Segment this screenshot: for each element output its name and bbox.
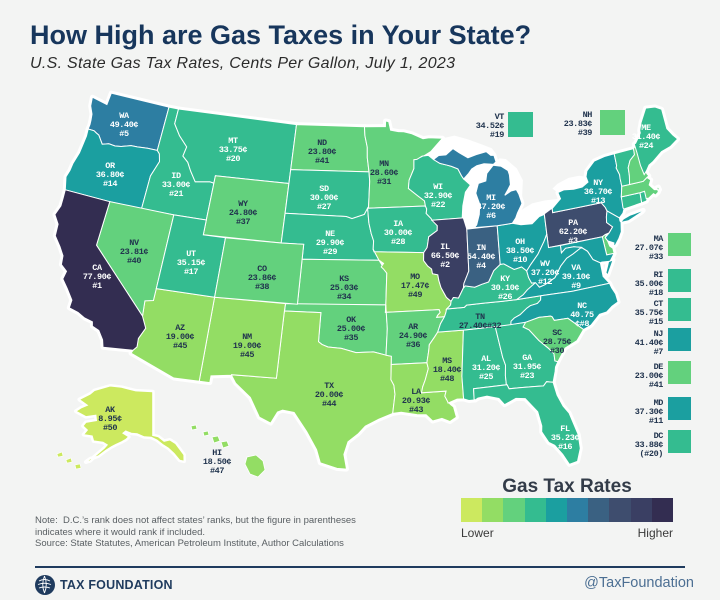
svg-text:AK8.95¢#50: AK 8.95¢ #50 (98, 405, 122, 433)
